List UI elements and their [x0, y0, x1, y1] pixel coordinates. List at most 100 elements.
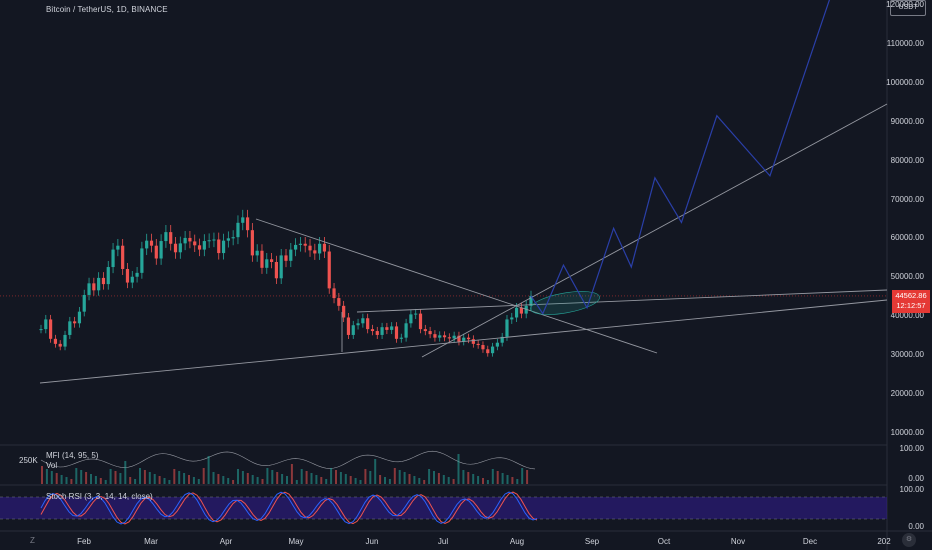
price-tick-label: 110000.00 — [886, 38, 924, 48]
candle-body — [404, 323, 408, 338]
volume-bar — [349, 476, 352, 484]
price-tick-label: 70000.00 — [890, 194, 924, 204]
volume-bar — [241, 471, 244, 484]
currency-badge[interactable]: USDT — [890, 0, 926, 16]
mfi-label[interactable]: MFI (14, 95, 5) — [46, 451, 99, 460]
candle-body — [92, 283, 96, 291]
stoch-k-line — [40, 491, 538, 525]
volume-bar — [398, 470, 401, 484]
volume-bar — [330, 468, 333, 484]
volume-bar — [55, 473, 58, 484]
support-trendline — [39, 299, 888, 384]
candle-body — [380, 327, 384, 335]
volume-bar — [384, 477, 386, 484]
price-tick-label: 90000.00 — [890, 116, 924, 126]
symbol-title[interactable]: Bitcoin / TetherUS, 1D, BINANCE — [46, 5, 168, 14]
candle-body — [471, 339, 475, 344]
volume-bar — [374, 459, 377, 484]
volume-bar — [50, 471, 53, 484]
highlight-ellipse — [530, 291, 600, 315]
volume-bar — [300, 469, 303, 484]
vol-scale: 250K — [19, 456, 38, 465]
volume-bar — [202, 468, 205, 484]
volume-bar — [496, 471, 499, 484]
candle-body — [294, 244, 298, 250]
candle-body — [462, 337, 466, 342]
candle-body — [193, 241, 197, 246]
candle-body — [77, 311, 82, 324]
volume-bar — [491, 469, 494, 484]
volume-bar — [139, 468, 141, 484]
candle-body — [106, 267, 110, 285]
volume-bar — [467, 472, 470, 484]
candle-body — [399, 337, 403, 339]
candle-body — [346, 317, 351, 335]
time-tick-label: 202 — [877, 537, 891, 546]
volume-bar — [276, 472, 279, 484]
volume-bar — [462, 470, 465, 484]
candle-body — [490, 346, 495, 354]
volume-bar — [295, 480, 298, 484]
candle-body — [442, 335, 447, 338]
candle-body — [245, 217, 250, 231]
price-tick-label: 60000.00 — [890, 233, 924, 243]
volume-bar — [379, 475, 382, 484]
volume-bar — [148, 472, 151, 484]
candle-body — [486, 349, 490, 354]
volume-bar — [310, 473, 313, 484]
time-tick-label: Jun — [365, 537, 379, 546]
candle-body — [519, 307, 523, 314]
candle-body — [510, 317, 514, 320]
settings-gear-icon[interactable]: ⚙ — [902, 533, 916, 547]
candle-body — [63, 334, 67, 347]
candle-body — [39, 329, 43, 331]
candle-body — [418, 313, 423, 330]
vol-label[interactable]: Vol — [46, 461, 58, 470]
stoch-d-line — [40, 491, 538, 525]
candle-body — [255, 250, 259, 256]
candle-body — [303, 243, 307, 246]
time-tick-label: Mar — [144, 537, 158, 546]
volume-bar — [428, 469, 431, 484]
volume-bar — [104, 480, 107, 484]
price-tick-label: 50000.00 — [890, 272, 924, 282]
volume-bar — [408, 474, 411, 484]
price-tick-label: 10000.00 — [890, 427, 924, 437]
candle-body — [385, 327, 389, 330]
candle-body — [529, 295, 533, 306]
volume-bar — [393, 468, 396, 484]
volume-bar — [197, 479, 200, 484]
candle-body — [125, 268, 130, 283]
candle-body — [318, 243, 322, 254]
candle-body — [414, 313, 418, 315]
volume-bar — [256, 477, 259, 484]
candle-body — [481, 345, 485, 350]
volume-bar — [335, 470, 337, 484]
volume-bar — [65, 477, 68, 484]
candle-body — [121, 245, 125, 269]
time-tick-label: May — [288, 537, 304, 546]
candle-body — [111, 249, 115, 268]
candle-body — [476, 343, 480, 346]
volume-bar — [526, 470, 529, 484]
time-tick-label: Oct — [657, 537, 671, 546]
volume-bar — [94, 476, 97, 484]
volume-bar — [482, 478, 484, 484]
stoch-axis-max: 100.00 — [899, 485, 924, 494]
candle-body — [332, 288, 336, 299]
candle-body — [149, 240, 154, 246]
candle-body — [289, 249, 293, 261]
candle-body — [178, 243, 182, 253]
bar-countdown: 12:12:57 — [896, 301, 926, 310]
time-tick-label: Sep — [584, 537, 600, 546]
volume-bar — [388, 479, 391, 484]
stoch-rsi-label[interactable]: Stoch RSI (3, 3, 14, 14, close) — [46, 492, 153, 501]
candle-body — [438, 335, 442, 338]
volume-bar — [437, 473, 440, 484]
candle-body — [169, 232, 173, 244]
volume-bar — [124, 461, 127, 484]
timezone-icon[interactable]: Z — [30, 536, 35, 545]
candle-body — [505, 319, 509, 337]
time-tick-label: Apr — [219, 537, 233, 546]
